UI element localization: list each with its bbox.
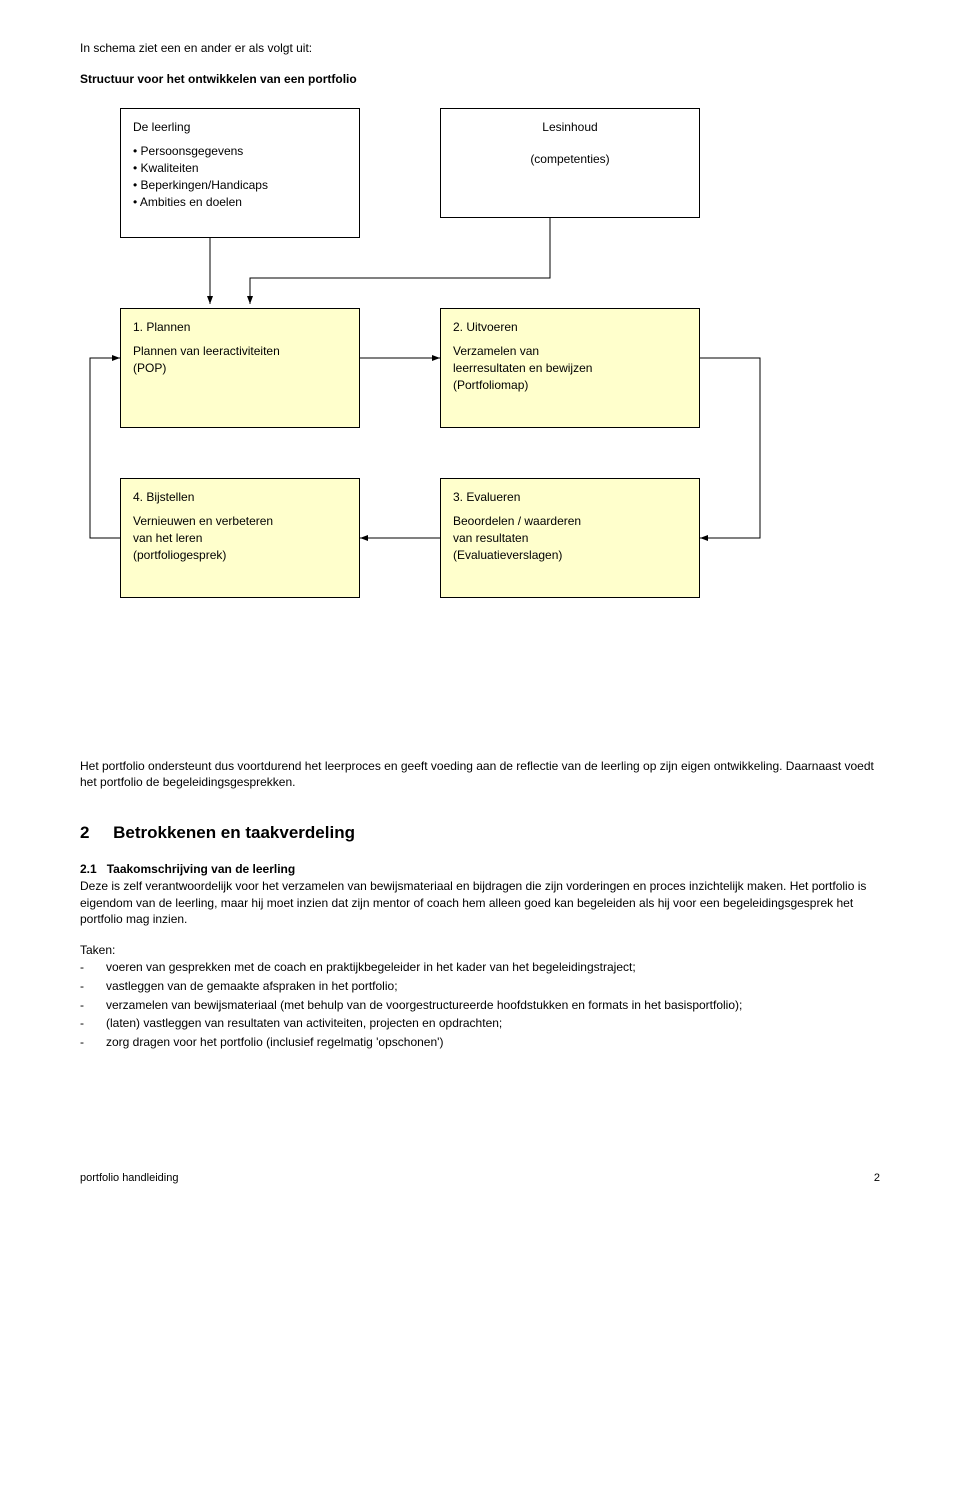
box-uitvoeren-body3: (Portfoliomap) xyxy=(453,377,687,394)
section-2-heading: 2 Betrokkenen en taakverdeling xyxy=(80,821,880,845)
sub-2-1-body: Deze is zelf verantwoordelijk voor het v… xyxy=(80,879,866,927)
list-item: Persoonsgegevens xyxy=(133,143,347,160)
section-2-number: 2 xyxy=(80,823,89,842)
page-footer: portfolio handleiding 2 xyxy=(80,1171,880,1186)
sub-2-1-title: Taakomschrijving van de leerling xyxy=(107,862,296,876)
box-de-leerling-list: Persoonsgegevens Kwaliteiten Beperkingen… xyxy=(133,143,347,210)
box-de-leerling-title: De leerling xyxy=(133,119,347,136)
box-bijstellen-body3: (portfoliogesprek) xyxy=(133,547,347,564)
box-plannen: 1. Plannen Plannen van leeractiviteiten … xyxy=(120,308,360,428)
list-item: Kwaliteiten xyxy=(133,160,347,177)
tasks-label: Taken: xyxy=(80,942,880,959)
box-plannen-body2: (POP) xyxy=(133,360,347,377)
box-bijstellen-body1: Vernieuwen en verbeteren xyxy=(133,513,347,530)
footer-page-number: 2 xyxy=(874,1171,880,1186)
box-evalueren-body2: van resultaten xyxy=(453,530,687,547)
tasks-list: voeren van gesprekken met de coach en pr… xyxy=(80,959,880,1051)
para-after-diagram: Het portfolio ondersteunt dus voortduren… xyxy=(80,758,880,792)
sub-2-1-number: 2.1 xyxy=(80,862,97,876)
task-item: verzamelen van bewijsmateriaal (met behu… xyxy=(80,997,880,1014)
box-uitvoeren: 2. Uitvoeren Verzamelen van leerresultat… xyxy=(440,308,700,428)
task-item: vastleggen van de gemaakte afspraken in … xyxy=(80,978,880,995)
box-lesinhoud-title: Lesinhoud xyxy=(453,119,687,136)
footer-left: portfolio handleiding xyxy=(80,1171,178,1186)
box-evalueren: 3. Evalueren Beoordelen / waarderen van … xyxy=(440,478,700,598)
task-item: (laten) vastleggen van resultaten van ac… xyxy=(80,1015,880,1032)
box-de-leerling: De leerling Persoonsgegevens Kwaliteiten… xyxy=(120,108,360,238)
box-bijstellen: 4. Bijstellen Vernieuwen en verbeteren v… xyxy=(120,478,360,598)
structure-title: Structuur voor het ontwikkelen van een p… xyxy=(80,71,880,88)
box-lesinhoud-sub: (competenties) xyxy=(453,151,687,168)
task-item: zorg dragen voor het portfolio (inclusie… xyxy=(80,1034,880,1051)
section-2-title: Betrokkenen en taakverdeling xyxy=(113,823,355,842)
list-item: Beperkingen/Handicaps xyxy=(133,177,347,194)
box-plannen-title: 1. Plannen xyxy=(133,319,347,336)
box-uitvoeren-body2: leerresultaten en bewijzen xyxy=(453,360,687,377)
box-plannen-body: Plannen van leeractiviteiten xyxy=(133,343,347,360)
list-item: Ambities en doelen xyxy=(133,194,347,211)
box-evalueren-title: 3. Evalueren xyxy=(453,489,687,506)
box-evalueren-body3: (Evaluatieverslagen) xyxy=(453,547,687,564)
subsection-2-1: 2.1 Taakomschrijving van de leerling Dez… xyxy=(80,861,880,928)
task-item: voeren van gesprekken met de coach en pr… xyxy=(80,959,880,976)
intro-line: In schema ziet een en ander er als volgt… xyxy=(80,40,880,57)
box-lesinhoud: Lesinhoud (competenties) xyxy=(440,108,700,218)
box-bijstellen-title: 4. Bijstellen xyxy=(133,489,347,506)
box-bijstellen-body2: van het leren xyxy=(133,530,347,547)
diagram-container: De leerling Persoonsgegevens Kwaliteiten… xyxy=(80,108,880,728)
box-uitvoeren-title: 2. Uitvoeren xyxy=(453,319,687,336)
box-uitvoeren-body1: Verzamelen van xyxy=(453,343,687,360)
box-evalueren-body1: Beoordelen / waarderen xyxy=(453,513,687,530)
